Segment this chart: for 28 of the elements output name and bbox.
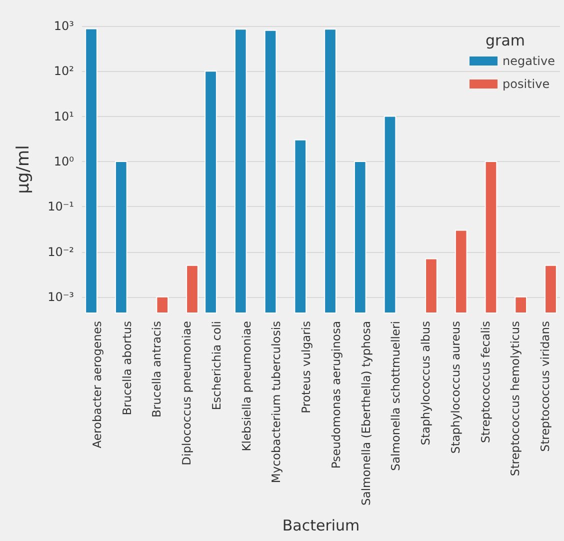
y-tick-label: 10⁻¹: [48, 200, 74, 214]
x-tick-label: Staphylococcus aureus: [448, 321, 462, 454]
x-tick-label: Proteus vulgaris: [299, 321, 314, 414]
legend-label: positive: [502, 77, 550, 91]
y-axis-title: μg/ml: [14, 145, 34, 194]
y-tick-label: 10¹: [54, 109, 74, 124]
x-tick-label: Brucella antracis: [150, 320, 164, 418]
y-tick-label: 10⁰: [54, 154, 74, 168]
x-tick-label: Diplococcus pneumoniae: [180, 321, 194, 466]
x-tick-label: Pseudomonas aeruginosa: [328, 321, 343, 469]
x-tick-label: Salmonella (Eberthella) typhosa: [358, 321, 373, 506]
x-tick-label: Streptococcus hemolyticus: [508, 321, 522, 476]
y-tick-label: 10⁻²: [48, 244, 74, 259]
y-tick-label: 10⁻³: [48, 290, 74, 304]
legend-title: gram: [486, 32, 526, 50]
legend-label: negative: [502, 54, 555, 68]
y-tick-label: 10³: [54, 19, 74, 33]
x-tick-label: Klebsiella pneumoniae: [239, 321, 254, 452]
y-tick-label: 10²: [54, 64, 74, 78]
x-tick-label: Mycobacterium tuberculosis: [269, 320, 284, 484]
x-tick-label: Streptococcus viridans: [538, 321, 552, 452]
x-tick-label: Brucella abortus: [120, 320, 134, 416]
x-tick-label: Aerobacter aerogenes: [90, 321, 104, 448]
x-tick-label: Staphylococcus albus: [418, 321, 433, 446]
x-tick-label: Streptococcus fecalis: [478, 321, 492, 444]
x-tick-label: Salmonella schottmuelleri: [388, 321, 403, 471]
x-tick-label: Escherichia coli: [209, 321, 224, 410]
x-axis-title: Bacterium: [282, 516, 360, 534]
